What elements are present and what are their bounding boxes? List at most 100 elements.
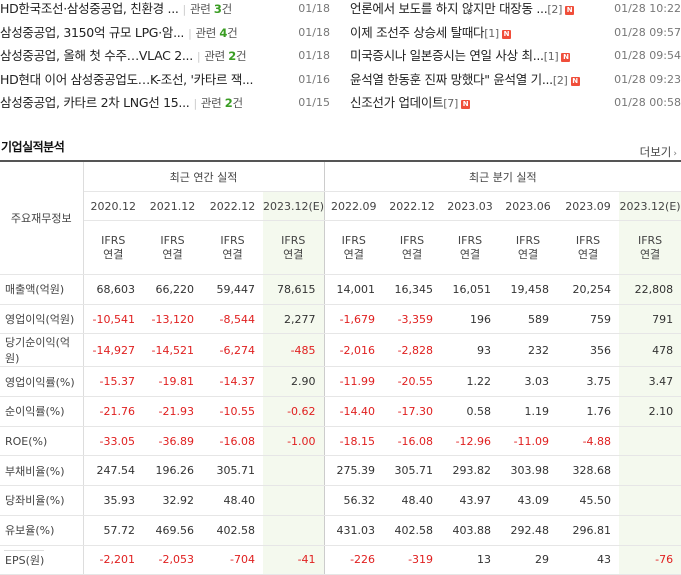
board-title-wrap[interactable]: 언론에서 보도를 하지 않지만 대장동 ...[2] N <box>350 0 575 22</box>
comment-count[interactable]: [2] <box>547 3 563 16</box>
table-cell: -2,053 <box>143 544 202 575</box>
period-header: 2023.12(E) <box>263 191 325 221</box>
related-count[interactable]: 2 <box>224 96 233 110</box>
basis-line-1: IFRS <box>341 233 366 247</box>
news-item[interactable]: 삼성중공업, 3150억 규모 LPG·암... | 관련 4건 01/18 <box>0 21 340 45</box>
row-label: 순이익률(%) <box>0 396 84 427</box>
table-cell: -20.55 <box>383 366 442 398</box>
basis-header: IFRS 연결 <box>202 220 263 275</box>
news-title-wrap[interactable]: HD한국조선·삼성중공업, 친환경 ... | 관련 3건 <box>0 0 232 22</box>
related-count-link[interactable]: 관련 4건 <box>196 26 238 40</box>
related-suffix[interactable]: 건 <box>235 49 247 63</box>
news-title[interactable]: 삼성중공업, 3150억 규모 LPG·암... <box>0 24 185 40</box>
board-item[interactable]: 윤석열 한동훈 진짜 망했다" 윤석열 기...[2] N 01/28 09:23 <box>350 68 681 92</box>
comment-count[interactable]: [7] <box>443 97 458 110</box>
table-cell: 2.90 <box>263 366 325 398</box>
board-title[interactable]: 이제 조선주 상승세 탈때다 <box>350 24 485 40</box>
table-cell: -319 <box>383 544 442 575</box>
related-prefix[interactable]: 관련 <box>189 2 214 16</box>
basis-line-1: IFRS <box>220 233 245 247</box>
related-suffix[interactable]: 건 <box>227 25 238 40</box>
table-cell: 196 <box>441 304 500 335</box>
board-item[interactable]: 언론에서 보도를 하지 않지만 대장동 ...[2] N 01/28 10:22 <box>350 0 681 21</box>
table-cell: -13,120 <box>143 304 202 335</box>
related-count-link[interactable]: 관련 2건 <box>201 96 243 110</box>
board-title-wrap[interactable]: 윤석열 한동훈 진짜 망했다" 윤석열 기...[2] N <box>350 68 580 93</box>
divider: | <box>196 50 201 63</box>
related-suffix[interactable]: 건 <box>232 96 243 110</box>
table-cell: -15.37 <box>83 366 143 398</box>
related-count[interactable]: 4 <box>219 25 228 40</box>
news-title[interactable]: HD한국조선·삼성중공업, 친환경 ... <box>0 1 179 16</box>
row-label: 매출액(억원) <box>0 274 84 305</box>
table-cell: -19.81 <box>143 366 202 398</box>
table-cell: -226 <box>324 544 384 575</box>
table-cell: -10.55 <box>202 396 263 427</box>
related-prefix[interactable]: 관련 <box>204 49 229 63</box>
comment-count[interactable]: [2] <box>552 73 568 87</box>
board-title[interactable]: 신조선가 업데이트 <box>350 95 444 110</box>
table-cell: -10,541 <box>83 304 143 335</box>
table-cell <box>619 426 681 457</box>
related-count-link[interactable]: 관련 2건 <box>204 49 246 63</box>
board-item[interactable]: 미국증시나 일본증시는 연일 사상 최...[1] N 01/28 09:54 <box>350 44 681 68</box>
news-item[interactable]: HD한국조선·삼성중공업, 친환경 ... | 관련 3건 01/18 <box>0 0 340 21</box>
news-item[interactable]: 삼성중공업, 올해 첫 수주…VLAC 2... | 관련 2건 01/18 <box>0 44 340 68</box>
table-row: 순이익률(%) -21.76 -21.93 -10.55 -0.62 -14.40 -17.… <box>0 396 681 427</box>
table-cell: 29 <box>499 544 558 575</box>
table-cell: 469.56 <box>143 515 202 546</box>
table-cell <box>263 515 325 546</box>
table-cell: -33.05 <box>83 426 143 457</box>
board-title-wrap[interactable]: 미국증시나 일본증시는 연일 사상 최...[1] N <box>350 44 571 69</box>
related-suffix[interactable]: 건 <box>221 2 233 16</box>
related-count[interactable]: 2 <box>228 49 236 63</box>
news-title[interactable]: HD현대 이어 삼성중공업도…K-조선, '카타르 잭... <box>0 71 254 87</box>
table-cell <box>619 515 681 546</box>
comment-count[interactable]: [1] <box>543 50 559 63</box>
comment-count[interactable]: [1] <box>484 26 499 40</box>
board-title[interactable]: 언론에서 보도를 하지 않지만 대장동 ... <box>350 1 548 16</box>
divider: | <box>193 97 197 110</box>
new-badge-icon: N <box>561 53 571 62</box>
news-title[interactable]: 삼성중공업, 올해 첫 수주…VLAC 2... <box>0 48 193 63</box>
related-count-link[interactable]: 관련 3건 <box>190 2 232 16</box>
board-item[interactable]: 이제 조선주 상승세 탈때다[1] N 01/28 09:57 <box>350 21 681 45</box>
news-title-wrap[interactable]: 삼성중공업, 3150억 규모 LPG·암... | 관련 4건 <box>0 21 238 46</box>
basis-line-2: 연결 <box>401 247 423 261</box>
table-row: 영업이익률(%) -15.37 -19.81 -14.37 2.90 -11.99 -20.… <box>0 366 681 398</box>
table-cell: -36.89 <box>143 426 202 457</box>
board-item[interactable]: 신조선가 업데이트[7] N 01/28 00:58 <box>350 91 681 115</box>
board-title[interactable]: 윤석열 한동훈 진짜 망했다" 윤석열 기... <box>350 71 553 87</box>
basis-line-2: 연결 <box>162 247 183 261</box>
news-title-wrap[interactable]: 삼성중공업, 카타르 2차 LNG선 15... | 관련 2건 <box>0 91 243 116</box>
news-item[interactable]: HD현대 이어 삼성중공업도…K-조선, '카타르 잭... 01/16 <box>0 68 340 92</box>
board-title-wrap[interactable]: 이제 조선주 상승세 탈때다[1] N <box>350 21 511 46</box>
table-row: 매출액(억원) 68,603 66,220 59,447 78,615 14,001 16,… <box>0 274 681 305</box>
table-cell: 35.93 <box>83 485 143 516</box>
basis-line-1: IFRS <box>281 233 306 247</box>
news-item[interactable]: 삼성중공업, 카타르 2차 LNG선 15... | 관련 2건 01/15 <box>0 91 340 115</box>
quarter-group-header: 최근 분기 실적 <box>324 160 681 192</box>
board-date: 01/28 09:54 <box>614 49 681 62</box>
basis-header: IFRS 연결 <box>619 220 681 275</box>
related-prefix[interactable]: 관련 <box>200 96 225 110</box>
more-link[interactable]: 더보기 › <box>640 144 677 160</box>
more-label[interactable]: 더보기 <box>639 145 672 159</box>
table-cell: 14,001 <box>324 274 384 305</box>
table-cell: 402.58 <box>383 515 442 546</box>
news-title-wrap[interactable]: HD현대 이어 삼성중공업도…K-조선, '카타르 잭... <box>0 68 253 92</box>
table-row: 영업이익(억원) -10,541 -13,120 -8,544 2,277 -1,679-… <box>0 304 681 335</box>
board-title-wrap[interactable]: 신조선가 업데이트[7] N <box>350 91 470 116</box>
related-prefix[interactable]: 관련 <box>195 25 220 40</box>
related-count[interactable]: 3 <box>213 2 222 16</box>
table-cell: 48.40 <box>202 485 263 516</box>
table-cell: 3.47 <box>619 366 681 398</box>
news-title[interactable]: 삼성중공업, 카타르 2차 LNG선 15... <box>0 95 190 110</box>
table-cell <box>619 455 681 487</box>
table-cell <box>263 455 325 487</box>
board-title[interactable]: 미국증시나 일본증시는 연일 사상 최... <box>350 48 544 63</box>
news-title-wrap[interactable]: 삼성중공업, 올해 첫 수주…VLAC 2... | 관련 2건 <box>0 44 247 69</box>
basis-line-2: 연결 <box>343 247 364 261</box>
table-row: 유보율(%) 57.72 469.56 402.58 431.03 402.58 403.8… <box>0 515 681 546</box>
table-cell: -76 <box>619 544 681 575</box>
